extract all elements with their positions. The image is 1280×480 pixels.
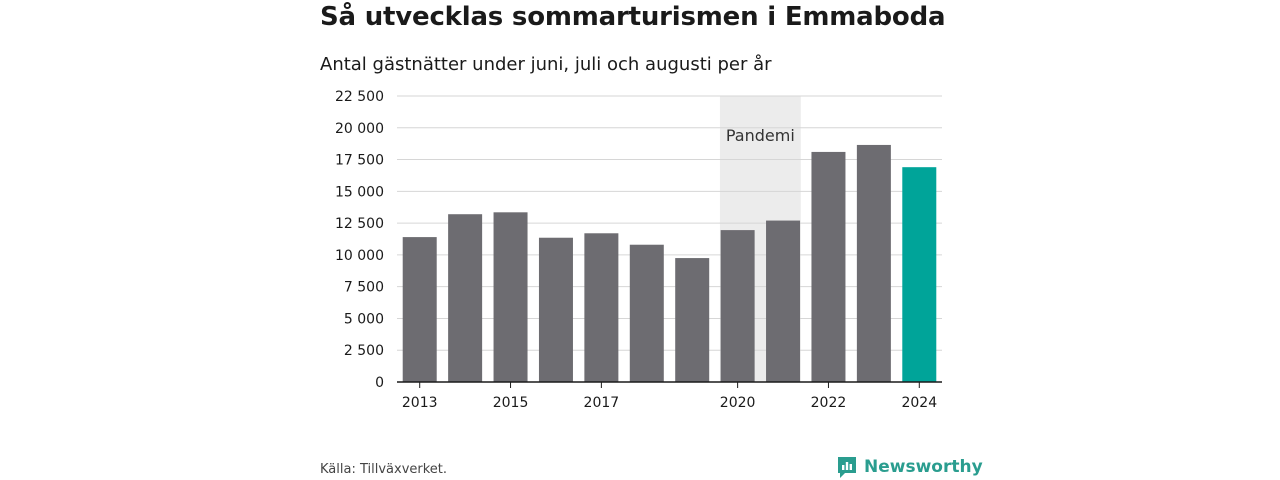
brand-name: Newsworthy [864,457,983,477]
chart-subtitle: Antal gästnätter under juni, juli och au… [320,54,772,75]
x-tick-label: 2013 [402,395,438,411]
bar-2020 [720,230,755,382]
annotation-label: Pandemi [726,126,795,145]
y-tick-label: 7 500 [344,280,384,296]
chart-title: Så utvecklas sommarturismen i Emmaboda [320,2,946,32]
bar-2018 [629,244,664,382]
bar-chart-chat-icon [838,457,856,478]
bar-2014 [448,214,483,382]
x-tick-label: 2022 [811,395,847,411]
bar-2015 [493,212,528,382]
bar-2017 [584,233,619,382]
y-tick-label: 5 000 [344,311,384,327]
y-tick-label: 0 [375,375,384,391]
bar-2019 [675,258,710,382]
y-tick-label: 2 500 [344,343,384,359]
x-tick-label: 2017 [584,395,620,411]
y-tick-label: 12 500 [335,216,384,232]
bar-2023 [856,144,891,382]
source-note: Källa: Tillväxverket. [320,462,448,477]
brand-logo: Newsworthy [836,455,983,479]
bar-chart: Pandemi 0 2 500 5 000 7 500 10 000 12 500 15 00… [335,89,942,411]
bar-2013 [402,237,437,382]
x-tick-label: 2020 [720,395,756,411]
y-tick-label: 15 000 [335,184,384,200]
bar-2024 [902,167,937,382]
bar-2021 [766,220,801,382]
x-tick-label: 2015 [493,395,529,411]
y-tick-label: 10 000 [335,248,384,264]
y-tick-label: 20 000 [335,121,384,137]
y-tick-label: 17 500 [335,153,384,169]
x-tick-label: 2024 [901,395,937,411]
y-tick-label: 22 500 [335,89,384,105]
bar-2022 [811,151,846,382]
bar-2016 [538,237,573,382]
